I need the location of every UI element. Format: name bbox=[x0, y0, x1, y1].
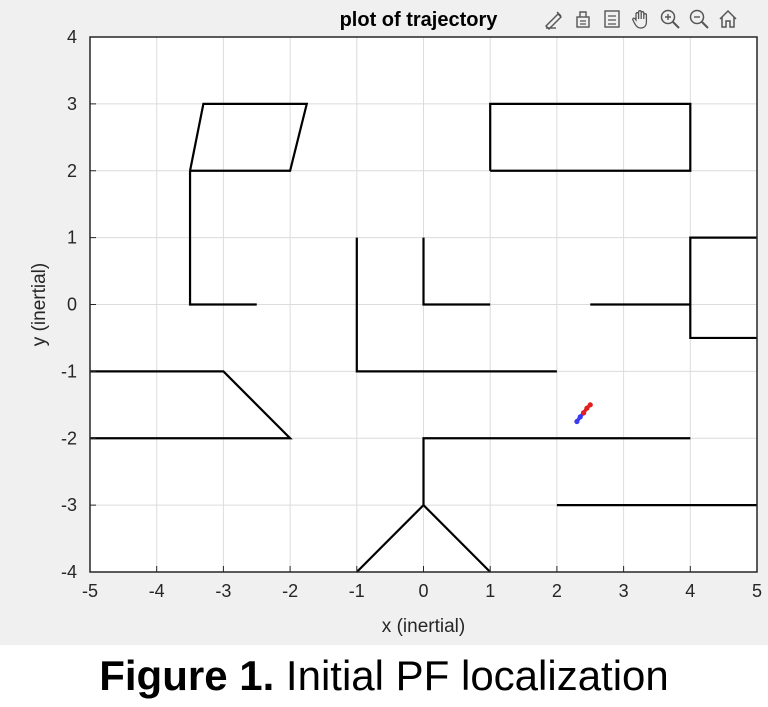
wall-segment bbox=[422, 237, 491, 306]
x-tick-label: 5 bbox=[752, 581, 762, 601]
particle-point-red bbox=[587, 402, 593, 408]
y-tick-label: 0 bbox=[67, 295, 77, 315]
zoom-in-button[interactable] bbox=[656, 6, 683, 33]
legend-button[interactable] bbox=[598, 6, 625, 33]
x-tick-label: -5 bbox=[82, 581, 98, 601]
x-axis-label: x (inertial) bbox=[382, 616, 465, 637]
x-tick-label: 0 bbox=[418, 581, 428, 601]
x-tick-label: 3 bbox=[619, 581, 629, 601]
caption-label: Figure 1. bbox=[99, 652, 275, 699]
y-tick-label: 4 bbox=[67, 27, 77, 47]
y-tick-label: -1 bbox=[61, 361, 77, 381]
x-tick-label: 2 bbox=[552, 581, 562, 601]
zoom-out-button[interactable] bbox=[685, 6, 712, 33]
particle-point-blue bbox=[577, 414, 583, 420]
particles bbox=[574, 402, 593, 425]
axes-toolbar bbox=[540, 4, 741, 34]
wall-segment bbox=[422, 437, 691, 506]
y-tick-label: -4 bbox=[61, 562, 77, 582]
x-tick-label: 4 bbox=[685, 581, 695, 601]
x-tick-label: -1 bbox=[349, 581, 365, 601]
zoom-in-icon bbox=[660, 9, 680, 29]
wall-segment bbox=[356, 503, 491, 573]
brush-icon bbox=[544, 11, 562, 30]
wall-segment bbox=[489, 102, 692, 172]
brush-button[interactable] bbox=[540, 6, 567, 33]
legend-icon bbox=[603, 10, 620, 28]
wall-segment bbox=[188, 102, 309, 172]
pan-hand-icon bbox=[631, 10, 647, 29]
particle-point-blue bbox=[574, 418, 580, 425]
x-tick-label: -2 bbox=[282, 581, 298, 601]
home-icon bbox=[718, 9, 737, 28]
wall-segment bbox=[188, 170, 257, 306]
y-tick-label: 1 bbox=[67, 228, 77, 248]
plot-title: plot of trajectory bbox=[340, 9, 499, 31]
x-tick-label: -4 bbox=[149, 581, 165, 601]
y-tick-label: -2 bbox=[61, 428, 77, 448]
wall-segment bbox=[90, 370, 293, 440]
y-axis-label: y (inertial) bbox=[29, 263, 50, 346]
home-button[interactable] bbox=[714, 6, 741, 33]
figure-caption: Figure 1. Initial PF localization bbox=[0, 652, 768, 700]
wall-segment bbox=[355, 237, 557, 373]
y-tick-label: 3 bbox=[67, 94, 77, 114]
y-tick-label: -3 bbox=[61, 495, 77, 515]
particle-point-red bbox=[580, 410, 587, 416]
x-tick-label: 1 bbox=[485, 581, 495, 601]
tick-marks bbox=[89, 36, 758, 573]
particle-point-red bbox=[584, 405, 590, 411]
pan-button[interactable] bbox=[627, 6, 654, 33]
caption-text: Initial PF localization bbox=[274, 652, 669, 699]
datatip-icon bbox=[575, 11, 590, 28]
x-tick-label: -3 bbox=[215, 581, 231, 601]
walls bbox=[90, 102, 757, 573]
datatip-button[interactable] bbox=[569, 6, 596, 33]
wall-segment bbox=[689, 236, 757, 340]
zoom-out-icon bbox=[689, 9, 709, 29]
y-tick-label: 2 bbox=[67, 161, 77, 181]
